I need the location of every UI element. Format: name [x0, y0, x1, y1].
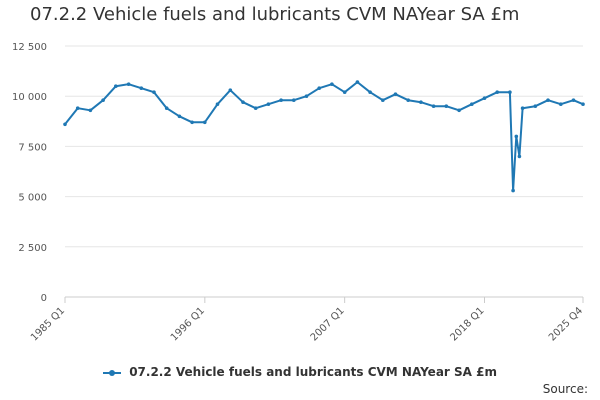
legend-swatch [103, 369, 122, 376]
data-point[interactable] [330, 82, 334, 86]
data-point[interactable] [241, 100, 245, 104]
data-point[interactable] [88, 108, 93, 113]
data-point[interactable] [482, 96, 487, 100]
data-point[interactable] [431, 104, 436, 108]
data-point[interactable] [75, 106, 80, 110]
data-point[interactable] [317, 86, 322, 90]
legend-marker [109, 369, 116, 376]
data-point[interactable] [101, 98, 105, 102]
data-point[interactable] [215, 102, 220, 106]
data-point[interactable] [266, 102, 271, 106]
y-tick-label: 12 500 [12, 42, 47, 53]
y-tick-label: 0 [41, 293, 47, 304]
data-point[interactable] [139, 86, 144, 90]
data-point[interactable] [511, 188, 515, 193]
data-point[interactable] [559, 102, 563, 106]
data-point[interactable] [114, 84, 118, 88]
data-point[interactable] [381, 98, 385, 102]
x-tick-label: 2025 Q4 [547, 305, 585, 343]
data-point[interactable] [393, 92, 398, 96]
data-point[interactable] [508, 90, 512, 94]
data-point[interactable] [457, 108, 461, 113]
data-point[interactable] [444, 104, 449, 108]
source-label[interactable]: Source: [542, 382, 588, 396]
data-point[interactable] [177, 114, 182, 119]
data-point[interactable] [495, 90, 500, 94]
data-point[interactable] [63, 122, 67, 127]
data-point[interactable] [514, 134, 519, 139]
y-tick-label: 2 500 [18, 243, 47, 254]
data-point[interactable] [520, 106, 525, 110]
data-point[interactable] [164, 106, 169, 110]
x-tick-label: 2018 Q1 [449, 305, 487, 343]
data-point[interactable] [533, 104, 538, 108]
legend-label: 07.2.2 Vehicle fuels and lubricants CVM … [129, 365, 497, 379]
data-point[interactable] [126, 82, 131, 86]
data-point[interactable] [546, 98, 550, 102]
grid-layer [65, 45, 583, 298]
data-point[interactable] [253, 106, 258, 110]
y-tick-label: 5 000 [18, 193, 47, 204]
data-point[interactable] [203, 120, 207, 125]
legend[interactable]: 07.2.2 Vehicle fuels and lubricants CVM … [0, 365, 600, 379]
data-point[interactable] [419, 100, 423, 104]
data-point[interactable] [190, 120, 194, 125]
x-tick-label: 2007 Q1 [309, 305, 347, 343]
data-point[interactable] [304, 94, 309, 98]
data-point[interactable] [571, 98, 576, 102]
y-tick-label: 10 000 [12, 92, 47, 103]
series-line[interactable] [64, 81, 584, 192]
x-tick-label: 1985 Q1 [29, 305, 67, 343]
data-point[interactable] [470, 102, 474, 106]
series-layer [63, 80, 585, 193]
data-point[interactable] [279, 98, 283, 102]
data-point[interactable] [152, 90, 156, 94]
data-point[interactable] [517, 154, 522, 159]
data-point[interactable] [355, 80, 360, 84]
y-tick-label: 7 500 [18, 142, 47, 153]
data-point[interactable] [342, 90, 347, 94]
chart-title: 07.2.2 Vehicle fuels and lubricants CVM … [30, 4, 520, 25]
axis-layer: 0 2 500 5 000 7 500 10 000 12 500 1985 Q1 1996 … [12, 42, 585, 343]
data-point[interactable] [228, 88, 233, 92]
data-point[interactable] [581, 102, 585, 106]
data-point[interactable] [368, 90, 372, 94]
x-tick-label: 1996 Q1 [169, 305, 207, 343]
data-point[interactable] [292, 98, 296, 102]
data-point[interactable] [406, 98, 411, 102]
